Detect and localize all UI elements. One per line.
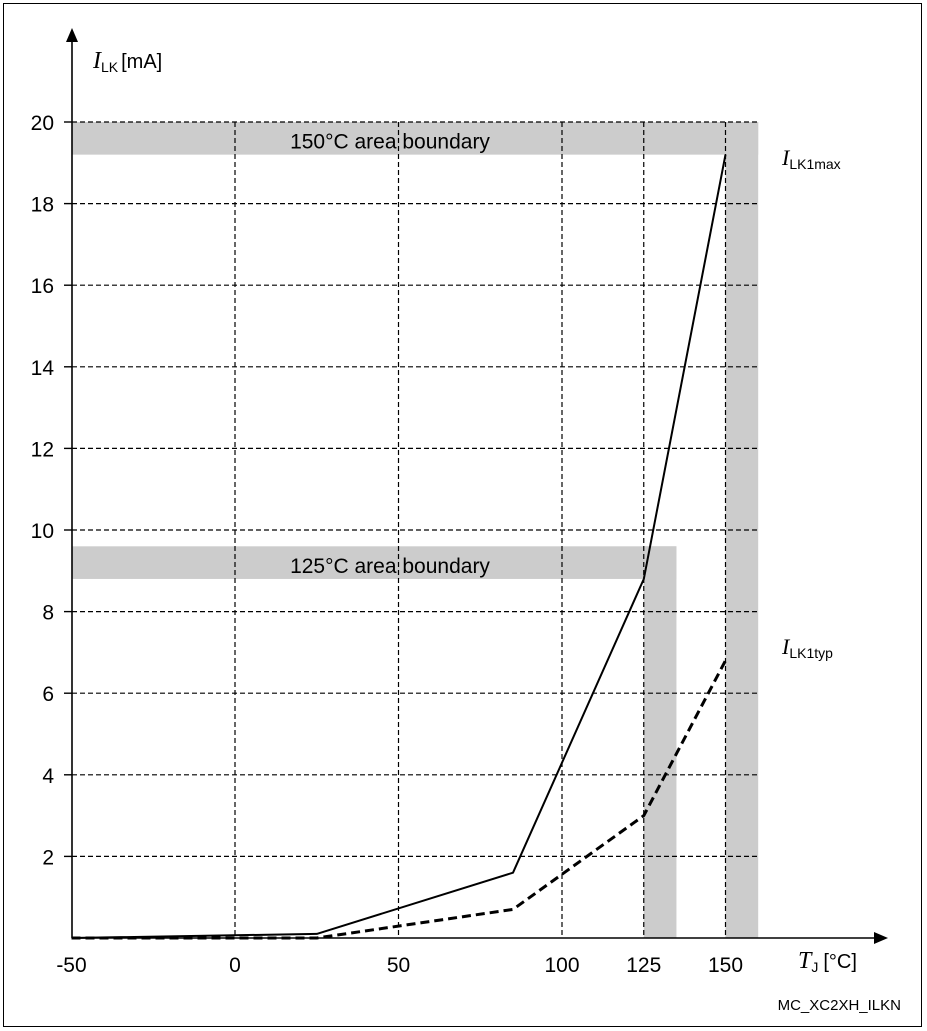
- x-tick-label: 50: [387, 954, 410, 977]
- area-boundary-bands: [71, 122, 759, 938]
- series-label-I_LK1typ: ILK1typ: [781, 634, 833, 661]
- x-tick-label: 0: [229, 954, 241, 977]
- y-tick-label: 20: [31, 112, 54, 135]
- series-line-I_LK1max: [71, 154, 727, 939]
- y-tick-label: 10: [31, 520, 54, 543]
- chart-labels: 150°C area boundary 125°C area boundary 2 4…: [31, 48, 901, 1014]
- y-axis-label: ILK [mA]: [92, 48, 162, 75]
- y-tick-label: 12: [31, 438, 54, 461]
- x-axis-arrow-icon: [874, 932, 888, 944]
- boundary-band-1: [71, 546, 677, 579]
- x-tick-label: 100: [544, 954, 579, 977]
- grid-lines: [72, 121, 758, 938]
- series-line-I_LK1typ: [71, 659, 727, 940]
- x-tick-label: -50: [56, 954, 86, 977]
- figure-id: MC_XC2XH_ILKN: [778, 997, 901, 1014]
- series-lines: [71, 154, 727, 940]
- y-tick-label: 2: [42, 846, 54, 869]
- y-tick-label: 14: [31, 357, 55, 380]
- axes: [64, 28, 888, 944]
- y-axis-arrow-icon: [66, 28, 78, 42]
- y-tick-label: 4: [42, 765, 54, 788]
- boundary-strip-1: [643, 546, 677, 938]
- y-tick-label: 8: [42, 602, 54, 625]
- y-tick-label: 16: [31, 275, 54, 298]
- x-axis-label: TJ [°C]: [798, 948, 857, 975]
- series-label-I_LK1max: ILK1max: [781, 145, 841, 172]
- boundary-label-1: 125°C area boundary: [290, 555, 490, 578]
- y-tick-label: 18: [31, 194, 54, 217]
- y-tick-label: 6: [42, 683, 54, 706]
- x-tick-label: 150: [708, 954, 743, 977]
- x-tick-label: 125: [626, 954, 661, 977]
- boundary-label-0: 150°C area boundary: [290, 131, 490, 154]
